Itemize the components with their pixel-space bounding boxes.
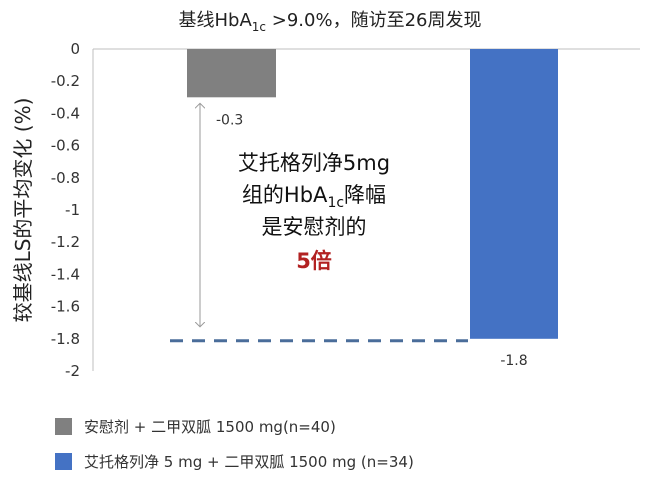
annotation-line-1: 艾托格列净5mg [238,151,390,175]
y-tick-label: -0.2 [51,72,80,90]
y-tick-label: -2 [65,362,80,380]
bar-placebo [187,49,276,98]
legend-label-ertugliflozin: 艾托格列净 5 mg + 二甲双胍 1500 mg (n=34) [84,453,414,471]
y-tick-label: -1.6 [51,298,80,316]
bar-ertugliflozin [470,49,558,339]
data-label-ertugliflozin: -1.8 [500,353,527,369]
chart-title: 基线HbA1c >9.0%，随访至26周发现 [179,10,482,34]
y-tick-label: -0.6 [51,137,80,155]
annotation-line-2: 组的HbA1c降幅 [242,183,386,211]
y-tick-label: -0.4 [51,104,80,122]
y-tick-label: 0 [70,40,80,58]
y-tick-label: -1.4 [51,265,80,283]
y-tick-label: -1.2 [51,233,80,251]
annotation-highlight: 5倍 [296,249,332,273]
y-axis-label: 较基线LS的平均变化 (%) [11,98,35,323]
y-tick-label: -0.8 [51,169,80,187]
legend-swatch-ertugliflozin [55,453,72,470]
annotation-line-3: 是安慰剂的 [262,215,367,239]
y-tick-label: -1.8 [51,330,80,348]
legend-label-placebo: 安慰剂 + 二甲双胍 1500 mg(n=40) [84,418,336,436]
data-label-placebo: -0.3 [216,112,243,128]
y-axis-ticks: 0 -0.2 -0.4 -0.6 -0.8 -1 -1.2 -1.4 -1.6 -1.8 -2 [51,40,80,380]
legend-swatch-placebo [55,418,72,435]
y-tick-label: -1 [65,201,80,219]
